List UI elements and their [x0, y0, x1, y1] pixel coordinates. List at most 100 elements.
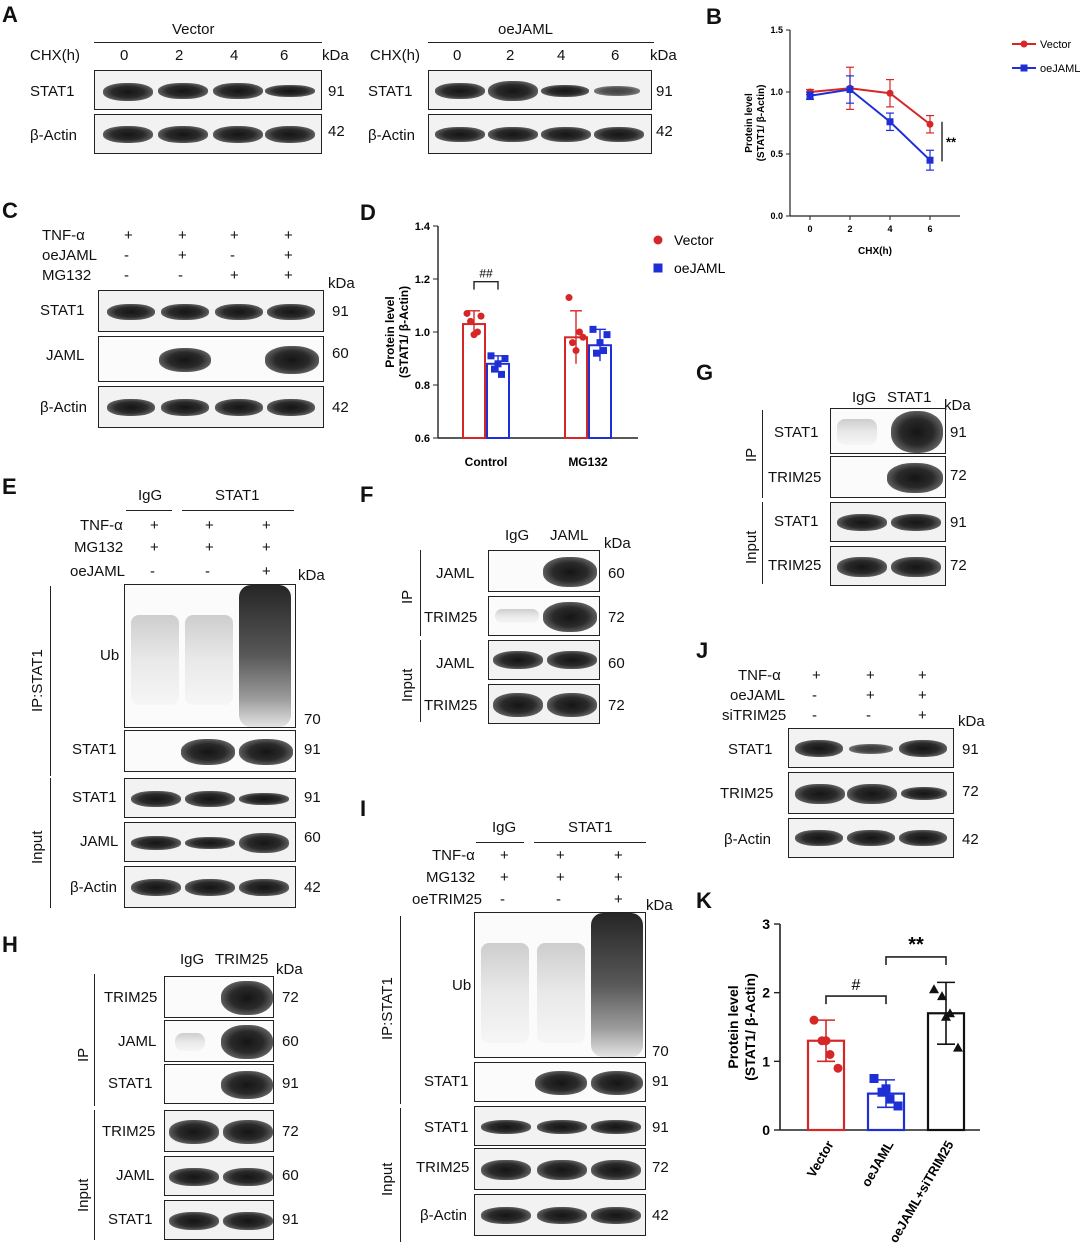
data-point: [937, 991, 947, 1001]
chx-time: 0: [120, 47, 129, 64]
western-blot: [124, 730, 296, 772]
western-blot: [428, 114, 652, 154]
treatment-sign: +: [500, 847, 509, 864]
stat1-ip-label: STAT1: [568, 819, 613, 836]
data-point: [579, 333, 587, 341]
data-point: [596, 339, 604, 347]
y-axis-label: Protein level(STAT1/ β-Actin): [744, 85, 767, 162]
western-blot: [94, 114, 322, 154]
blot-row-label: STAT1: [108, 1211, 153, 1228]
y-axis-label-line: Protein level: [744, 93, 755, 153]
blot-row-label: JAML: [118, 1033, 157, 1050]
blot-row-label: STAT1: [72, 741, 117, 758]
bar: [462, 323, 486, 439]
data-point: [477, 312, 485, 320]
blot-row-label: β-Actin: [40, 399, 87, 416]
x-tick-label: MG132: [568, 455, 608, 469]
data-point: [886, 89, 894, 97]
treatment-sign: +: [866, 667, 875, 684]
treatment-sign: -: [500, 891, 505, 908]
kda-value: 91: [304, 789, 321, 806]
kda-label: kDa: [604, 535, 631, 552]
input-bracket: [400, 1108, 401, 1242]
input-label: Input: [743, 530, 760, 564]
blot-row-label: STAT1: [40, 302, 85, 319]
treatment-label: oeJAML: [730, 687, 786, 704]
kda-value: 60: [282, 1033, 299, 1050]
kda-value: 42: [962, 831, 979, 848]
legend-label: Vector: [674, 232, 714, 248]
stat1-bracket-line: [182, 510, 294, 511]
y-tick-label: 1.4: [415, 221, 431, 233]
data-point: [821, 1036, 831, 1046]
legend-label: oeJAML: [1040, 63, 1080, 75]
data-point: [600, 347, 607, 355]
x-tick-label: 0: [807, 224, 812, 234]
ip-bracket: [50, 586, 51, 776]
kda-value: 72: [652, 1159, 669, 1176]
panel-label-e: E: [2, 474, 17, 499]
kda-label: kDa: [322, 47, 349, 64]
blot-row-label: β-Actin: [420, 1207, 467, 1224]
data-point: [501, 355, 509, 362]
treatment-label: MG132: [74, 539, 124, 556]
kda-value: 91: [282, 1211, 299, 1228]
kda-value: 60: [304, 829, 321, 846]
significance-mark: **: [946, 135, 957, 150]
treatment-sign: +: [918, 667, 927, 684]
treatment-label: TNF-α: [738, 667, 781, 684]
igg-bracket-line: [126, 510, 172, 511]
kda-label: kDa: [944, 397, 971, 414]
treatment-sign: +: [556, 847, 565, 864]
blot-row-label: JAML: [116, 1167, 155, 1184]
x-tick-label: oeJAML: [858, 1138, 896, 1189]
kda-value: 91: [328, 83, 345, 100]
blot-row-label: JAML: [436, 655, 475, 672]
kda-value: 60: [282, 1167, 299, 1184]
data-point: [494, 360, 502, 368]
treatment-sign: +: [262, 517, 271, 534]
stat1-ip-label: STAT1: [887, 389, 932, 406]
data-point: [498, 370, 505, 378]
jaml-ip-label: JAML: [550, 527, 589, 544]
input-bracket: [420, 640, 421, 722]
treatment-sign: +: [205, 517, 214, 534]
panel-label-d: D: [360, 200, 376, 225]
kda-value: 91: [652, 1073, 669, 1090]
vector-label: Vector: [172, 21, 215, 38]
treatment-label: TNF-α: [80, 517, 123, 534]
input-label: Input: [379, 1162, 396, 1196]
treatment-sign: +: [150, 517, 159, 534]
treatment-sign: +: [812, 667, 821, 684]
data-point: [809, 1015, 819, 1025]
data-point: [806, 92, 814, 100]
panel-label-i: I: [360, 796, 367, 821]
data-point: [929, 984, 939, 994]
chx-label: CHX(h): [370, 47, 421, 64]
treatment-sign: +: [614, 869, 623, 886]
y-tick-label: 1.0: [415, 327, 430, 339]
stat1-ip-label: STAT1: [215, 487, 260, 504]
y-tick-label: 0.0: [770, 211, 783, 221]
igg-label: IgG: [180, 951, 205, 968]
chx-time: 2: [175, 47, 184, 64]
treatment-sign: +: [205, 539, 214, 556]
blot-row-label: TRIM25: [104, 989, 158, 1006]
data-point: [881, 1084, 891, 1094]
y-axis-label-line: (STAT1/ β-Actin): [397, 286, 411, 378]
trim25-ip-label: TRIM25: [215, 951, 269, 968]
igg-bracket-line: [476, 842, 524, 843]
legend-marker: [653, 235, 663, 245]
significance-bracket: [885, 956, 947, 965]
kda-label: kDa: [298, 567, 325, 584]
western-blot: [830, 502, 946, 542]
y-tick-label: 1.0: [770, 87, 783, 97]
x-tick-label: Vector: [804, 1138, 837, 1180]
ip-bracket: [94, 974, 95, 1106]
treatment-sign: -: [178, 267, 183, 284]
igg-label: IgG: [505, 527, 530, 544]
blot-row-label: STAT1: [424, 1073, 469, 1090]
kda-value: 91: [282, 1075, 299, 1092]
panel-label-c: C: [2, 198, 18, 223]
